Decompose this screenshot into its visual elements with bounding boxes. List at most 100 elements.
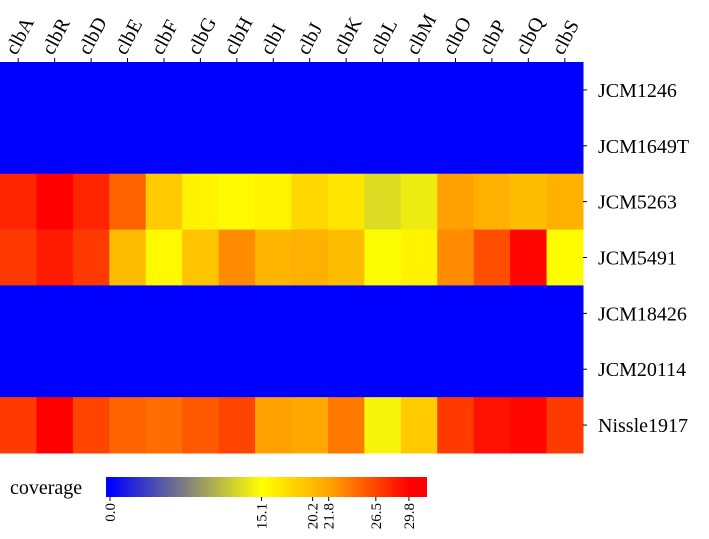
heat-cell [145,341,183,398]
heat-cell [510,117,548,175]
heat-cell [510,341,548,398]
y-tick-label: JCM20114 [598,359,686,381]
heat-cell [291,62,329,119]
heat-cell [109,62,147,119]
heat-cell [72,285,110,342]
heat-cell [36,117,74,175]
heat-cell [400,117,438,175]
heat-cell [36,341,74,398]
heat-cell [364,229,402,286]
x-tick-label: clbH [220,14,258,59]
heat-cell [0,397,37,454]
heat-cell [255,62,292,119]
color-tick-label: 0.0 [103,503,119,522]
heat-cell [218,397,256,454]
heat-cell [364,173,402,231]
heat-cell [109,341,147,398]
x-tick-label: clbJ [293,19,328,58]
heat-cell [109,285,147,342]
heat-cell [364,117,402,175]
heat-cell [364,341,402,398]
heat-cell [255,285,292,342]
x-tick-label: clbL [366,16,403,59]
heat-cell [546,117,584,175]
x-tick-label: clbP [475,17,511,59]
heat-cell [145,397,183,454]
heat-cell [327,341,365,398]
color-tick-label: 26.5 [369,503,385,529]
x-tick-label: clbO [438,14,476,59]
heat-cell [36,62,74,119]
color-tick-label: 20.2 [306,503,322,529]
heat-cell [291,285,329,342]
heat-cell [291,229,329,286]
color-tick-label: 29.8 [402,503,418,529]
heat-cell [0,173,37,231]
heat-cell [437,173,475,231]
heat-cell [0,285,37,342]
heat-cell [400,62,438,119]
y-tick-label: JCM1649T [598,136,689,158]
heat-cell [437,117,475,175]
heat-cell [0,62,37,119]
heat-cell [182,117,220,175]
heat-cell [72,397,110,454]
x-tick-label: clbE [111,16,148,59]
y-tick-label: JCM1246 [598,80,677,102]
heat-cell [510,173,548,231]
heat-cell [0,341,37,398]
heat-cell [218,341,256,398]
heat-cell [72,229,110,286]
heat-cell [400,173,438,231]
heat-cell [145,173,183,231]
heat-cell [437,285,475,342]
color-tick-label: 21.8 [322,503,338,529]
heat-cell [364,397,402,454]
x-tick-label: clbI [256,21,290,59]
x-tick-label: clbD [74,14,112,59]
heat-cell [327,285,365,342]
heat-cell [218,62,256,119]
heat-cell [255,173,292,231]
heat-cell [182,341,220,398]
heat-cell [473,62,511,119]
x-tick-label: clbA [1,13,39,58]
legend-title: coverage [10,477,82,499]
heat-cell [255,341,292,398]
heat-cell [473,117,511,175]
heat-cell [109,173,147,231]
x-tick-label: clbK [329,13,367,58]
heat-cell [437,341,475,398]
heat-cell [364,62,402,119]
heat-cell [109,397,147,454]
heat-cell [291,397,329,454]
y-tick-label: Nissle1917 [598,415,688,437]
heat-cell [72,341,110,398]
heat-cell [255,229,292,286]
heat-cell [327,62,365,119]
heat-cell [327,173,365,231]
heat-cell [182,285,220,342]
heat-cell [218,117,256,175]
heat-cell [182,173,220,231]
heat-cell [109,229,147,286]
y-tick-label: JCM5491 [598,248,677,270]
heat-cell [36,173,74,231]
heat-cell [546,229,584,286]
heat-cell [400,341,438,398]
x-tick-label: clbS [548,17,584,59]
heat-cell [473,397,511,454]
color-bar [106,477,427,497]
heat-cell [400,285,438,342]
heat-cell [400,229,438,286]
heat-cell [218,173,256,231]
heat-cell [291,341,329,398]
heat-cell [546,341,584,398]
heat-cell [473,285,511,342]
heat-cell [36,229,74,286]
heat-cell [72,173,110,231]
heat-cell [182,397,220,454]
heat-cell [473,173,511,231]
heat-cell [255,117,292,175]
